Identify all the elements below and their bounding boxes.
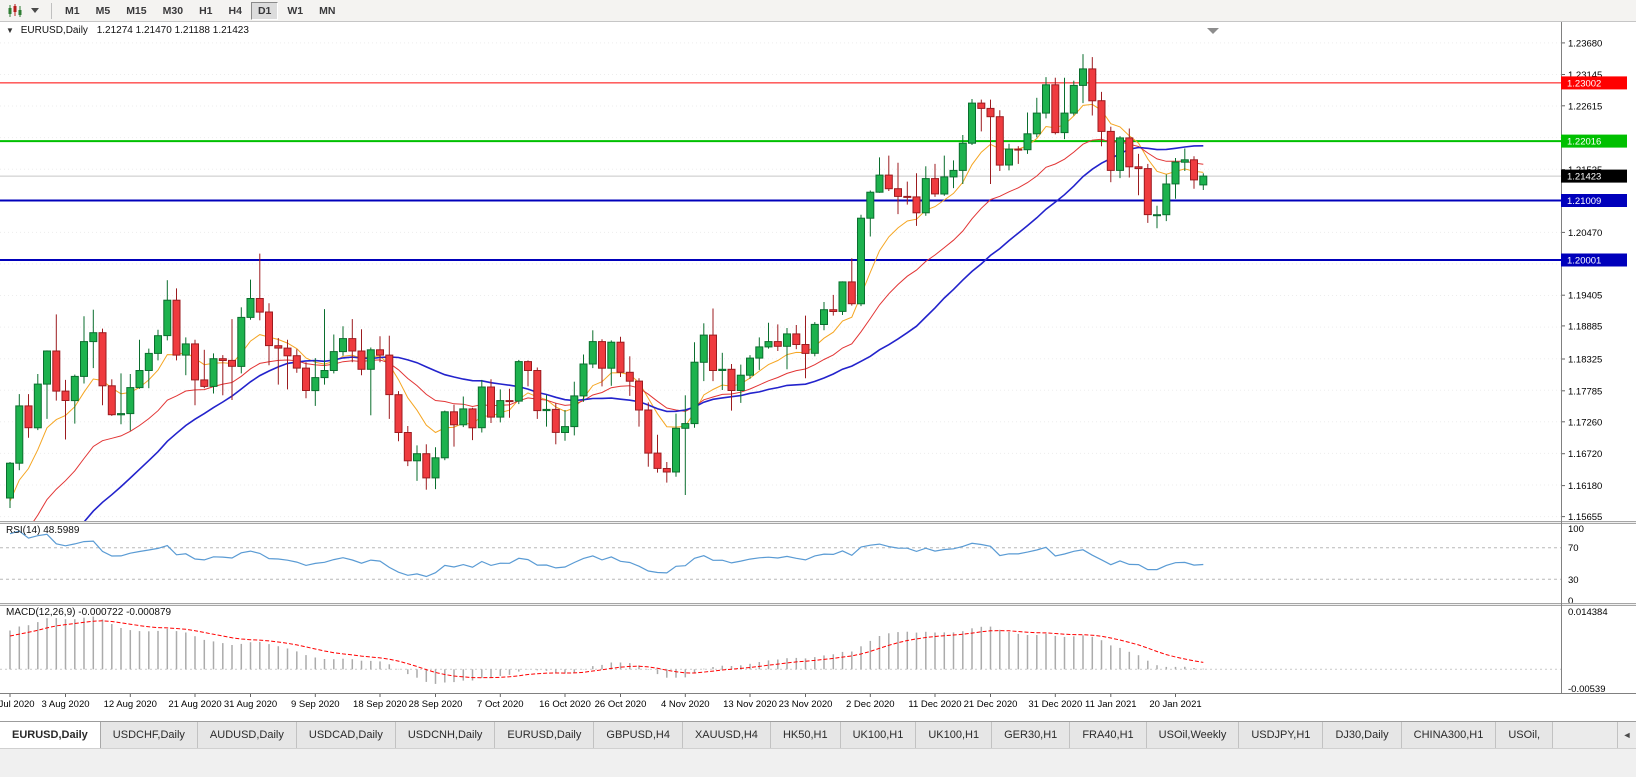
svg-text:1.16720: 1.16720 bbox=[1568, 449, 1602, 460]
svg-text:4 Nov 2020: 4 Nov 2020 bbox=[661, 699, 710, 710]
chart-collapse-icon[interactable]: ▼ bbox=[6, 26, 14, 35]
svg-text:0.014384: 0.014384 bbox=[1568, 607, 1608, 618]
svg-text:31 Aug 2020: 31 Aug 2020 bbox=[224, 699, 277, 710]
chart-tab-bar: EURUSD,Daily USDCHF,Daily AUDUSD,Daily USDC… bbox=[0, 721, 1636, 748]
svg-text:16 Oct 2020: 16 Oct 2020 bbox=[539, 699, 591, 710]
chart-tab-uk100-h1[interactable]: UK100,H1 bbox=[916, 722, 993, 748]
chart-tab-usdcad-daily[interactable]: USDCAD,Daily bbox=[296, 722, 396, 748]
chart-canvas[interactable]: 1.236801.231451.226151.215351.204701.194… bbox=[0, 22, 1636, 721]
chart-tab-ger30-h1[interactable]: GER30,H1 bbox=[992, 722, 1071, 748]
svg-text:12 Aug 2020: 12 Aug 2020 bbox=[104, 699, 157, 710]
svg-text:1.21423: 1.21423 bbox=[1567, 172, 1601, 183]
timeframe-h1-button[interactable]: H1 bbox=[199, 4, 213, 17]
svg-text:18 Sep 2020: 18 Sep 2020 bbox=[353, 699, 407, 710]
chart-window: 1.236801.231451.226151.215351.204701.194… bbox=[0, 22, 1636, 721]
timeframe-m30-button[interactable]: M30 bbox=[162, 4, 184, 17]
svg-text:26 Oct 2020: 26 Oct 2020 bbox=[595, 699, 647, 710]
timeframe-m15-button[interactable]: M15 bbox=[126, 4, 147, 17]
svg-text:21 Aug 2020: 21 Aug 2020 bbox=[168, 699, 221, 710]
chart-dropdown-icon[interactable] bbox=[25, 2, 45, 20]
svg-text:1.20001: 1.20001 bbox=[1567, 256, 1601, 267]
svg-text:31 Dec 2020: 31 Dec 2020 bbox=[1028, 699, 1082, 710]
svg-text:11 Jan 2021: 11 Jan 2021 bbox=[1085, 699, 1137, 710]
timeframe-w1-button[interactable]: W1 bbox=[287, 4, 304, 17]
chart-type-glyph bbox=[8, 3, 21, 17]
chart-tab-usdcnh-daily[interactable]: USDCNH,Daily bbox=[395, 722, 496, 748]
caret-down-glyph bbox=[31, 8, 39, 13]
chart-tab-usoil-weekly[interactable]: USOil,Weekly bbox=[1146, 722, 1240, 748]
svg-text:11 Dec 2020: 11 Dec 2020 bbox=[908, 699, 961, 710]
svg-text:1.19405: 1.19405 bbox=[1568, 291, 1602, 302]
chart-tab-eurusd-daily[interactable]: EURUSD,Daily bbox=[495, 722, 595, 748]
chart-tab-audusd-daily[interactable]: AUDUSD,Daily bbox=[197, 722, 297, 748]
svg-text:1.18885: 1.18885 bbox=[1568, 321, 1602, 332]
chart-tab-uk100-h1[interactable]: UK100,H1 bbox=[840, 722, 917, 748]
svg-text:21 Dec 2020: 21 Dec 2020 bbox=[964, 699, 1018, 710]
timeframe-d1-button[interactable]: D1 bbox=[250, 1, 279, 20]
svg-text:-0.00539: -0.00539 bbox=[1568, 684, 1606, 695]
chart-tab-eurusd-daily[interactable]: EURUSD,Daily bbox=[0, 722, 101, 748]
svg-text:1.17785: 1.17785 bbox=[1568, 386, 1602, 397]
chart-tab-dj30-daily[interactable]: DJ30,Daily bbox=[1323, 722, 1402, 748]
svg-text:1.23145: 1.23145 bbox=[1568, 70, 1602, 81]
svg-text:7 Oct 2020: 7 Oct 2020 bbox=[477, 699, 523, 710]
chart-tab-usoil-[interactable]: USOil, bbox=[1496, 722, 1554, 748]
chart-tabs: EURUSD,Daily USDCHF,Daily AUDUSD,Daily USDC… bbox=[0, 722, 1636, 748]
chart-type-icon[interactable] bbox=[4, 2, 24, 20]
timeframe-m5-button[interactable]: M5 bbox=[95, 4, 111, 17]
chart-tab-xauusd-h4[interactable]: XAUUSD,H4 bbox=[682, 722, 771, 748]
timeframe-h4-button[interactable]: H4 bbox=[228, 4, 242, 17]
svg-text:3 Aug 2020: 3 Aug 2020 bbox=[41, 699, 89, 710]
svg-text:1.15655: 1.15655 bbox=[1568, 512, 1602, 523]
svg-text:1.21009: 1.21009 bbox=[1567, 196, 1601, 207]
svg-text:9 Sep 2020: 9 Sep 2020 bbox=[291, 699, 340, 710]
timeframe-mn-button[interactable]: MN bbox=[319, 4, 336, 17]
svg-text:1.20470: 1.20470 bbox=[1568, 228, 1602, 239]
chart-tab-usdchf-daily[interactable]: USDCHF,Daily bbox=[100, 722, 198, 748]
svg-text:0: 0 bbox=[1568, 596, 1573, 607]
timeframe-toolbar: M1 M5 M15 M30 H1 H4 D1 W1 MN bbox=[0, 0, 1636, 22]
tab-scroll-left-icon[interactable]: ◄ bbox=[1617, 722, 1636, 748]
chart-tab-china300-h1[interactable]: CHINA300,H1 bbox=[1401, 722, 1497, 748]
svg-text:23 Nov 2020: 23 Nov 2020 bbox=[779, 699, 833, 710]
toolbar-separator bbox=[51, 2, 52, 19]
svg-text:1.16180: 1.16180 bbox=[1568, 481, 1602, 492]
svg-text:70: 70 bbox=[1568, 543, 1579, 554]
svg-text:24 Jul 2020: 24 Jul 2020 bbox=[0, 699, 35, 710]
svg-text:13 Nov 2020: 13 Nov 2020 bbox=[723, 699, 777, 710]
svg-text:30: 30 bbox=[1568, 575, 1579, 586]
svg-text:1.22016: 1.22016 bbox=[1567, 137, 1601, 148]
svg-text:1.23002: 1.23002 bbox=[1567, 78, 1601, 89]
chart-tab-hk50-h1[interactable]: HK50,H1 bbox=[770, 722, 841, 748]
svg-text:28 Sep 2020: 28 Sep 2020 bbox=[409, 699, 463, 710]
svg-text:2 Dec 2020: 2 Dec 2020 bbox=[846, 699, 895, 710]
svg-text:100: 100 bbox=[1568, 524, 1584, 535]
svg-text:20 Jan 2021: 20 Jan 2021 bbox=[1149, 699, 1201, 710]
timeframe-m1-button[interactable]: M1 bbox=[65, 4, 80, 17]
status-area bbox=[0, 748, 1636, 777]
svg-text:1.22615: 1.22615 bbox=[1568, 101, 1602, 112]
svg-text:1.17260: 1.17260 bbox=[1568, 417, 1602, 428]
chart-tab-fra40-h1[interactable]: FRA40,H1 bbox=[1070, 722, 1147, 748]
timeframe-buttons: M1 M5 M15 M30 H1 H4 D1 W1 MN bbox=[57, 1, 343, 20]
svg-text:1.18325: 1.18325 bbox=[1568, 355, 1602, 366]
chart-tab-gbpusd-h4[interactable]: GBPUSD,H4 bbox=[594, 722, 683, 748]
chart-tab-usdjpy-h1[interactable]: USDJPY,H1 bbox=[1239, 722, 1324, 748]
svg-text:1.23680: 1.23680 bbox=[1568, 38, 1602, 49]
